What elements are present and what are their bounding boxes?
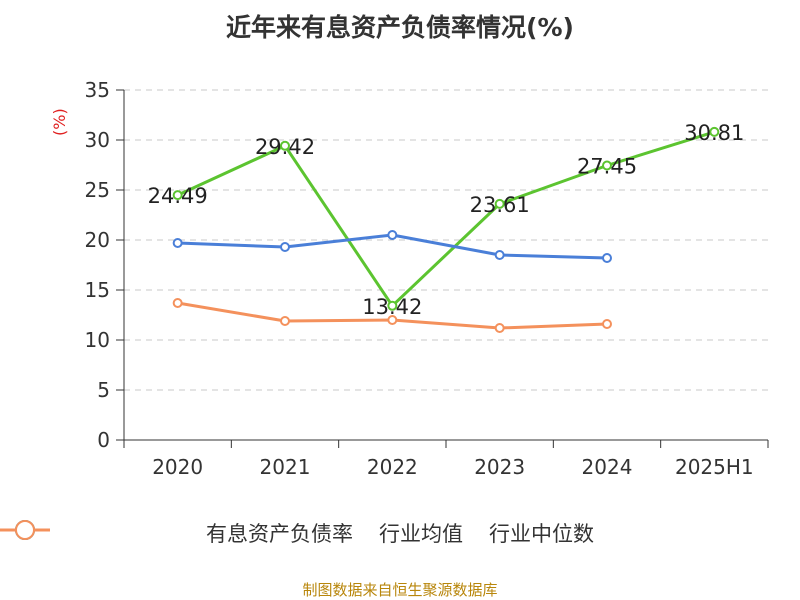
data-point xyxy=(280,316,290,326)
data-point xyxy=(387,300,398,311)
legend: 有息资产负债率 行业均值 行业中位数 xyxy=(0,518,800,548)
y-tick-label: 20 xyxy=(85,228,110,252)
y-tick-label: 0 xyxy=(97,428,110,452)
x-tick-label: 2022 xyxy=(367,455,418,479)
data-labels: 24.49 29.42 13.42 23.61 27.45 30.81 xyxy=(148,121,745,319)
chart-title: 近年来有息资产负债率情况(%) xyxy=(226,13,574,42)
legend-swatch xyxy=(0,520,50,540)
y-tick-label: 30 xyxy=(85,128,110,152)
data-label: 29.42 xyxy=(255,135,315,159)
series-line xyxy=(177,130,715,308)
data-label: 24.49 xyxy=(148,184,208,208)
data-point xyxy=(280,242,290,252)
x-tick-label: 2025H1 xyxy=(675,455,754,479)
data-point xyxy=(709,126,720,137)
data-point xyxy=(280,140,290,151)
series-lines xyxy=(172,126,720,333)
x-tick-label: 2020 xyxy=(152,455,203,479)
legend-swatch-marker xyxy=(15,520,35,540)
data-label: 13.42 xyxy=(362,295,422,319)
legend-item: 行业均值 xyxy=(0,518,463,548)
y-tick-label: 25 xyxy=(85,178,110,202)
axes: 0 5 10 15 20 25 30 35 2020 2021 2022 2023 2024 2025H1 xyxy=(85,78,769,479)
data-label: 23.61 xyxy=(470,193,530,217)
y-tick-label: 5 xyxy=(97,378,110,402)
data-point xyxy=(602,160,612,171)
data-point xyxy=(387,315,398,325)
data-point xyxy=(172,298,183,308)
y-tick-label: 35 xyxy=(85,78,110,102)
x-tick-label: 2023 xyxy=(474,455,525,479)
data-label: 30.81 xyxy=(684,121,744,145)
data-point xyxy=(602,253,612,263)
legend-label: 行业均值 xyxy=(379,522,463,546)
y-tick-label: 15 xyxy=(85,278,110,302)
data-point xyxy=(172,238,183,248)
legend-label: 行业中位数 xyxy=(489,522,594,546)
data-point xyxy=(172,190,183,201)
legend-item: 有息资产负债率 xyxy=(0,518,353,548)
x-tick-label: 2024 xyxy=(582,455,633,479)
data-source-note: 制图数据来自恒生聚源数据库 xyxy=(302,581,498,599)
x-tick-label: 2021 xyxy=(260,455,311,479)
data-label: 27.45 xyxy=(577,155,637,179)
data-point xyxy=(494,198,505,209)
legend-label: 有息资产负债率 xyxy=(206,522,353,546)
grid-lines xyxy=(124,89,768,391)
data-point xyxy=(494,323,505,333)
data-point xyxy=(387,230,398,240)
legend-item: 行业中位数 xyxy=(0,518,594,548)
y-tick-label: 10 xyxy=(85,328,110,352)
data-point xyxy=(494,250,505,260)
data-point xyxy=(602,319,612,329)
